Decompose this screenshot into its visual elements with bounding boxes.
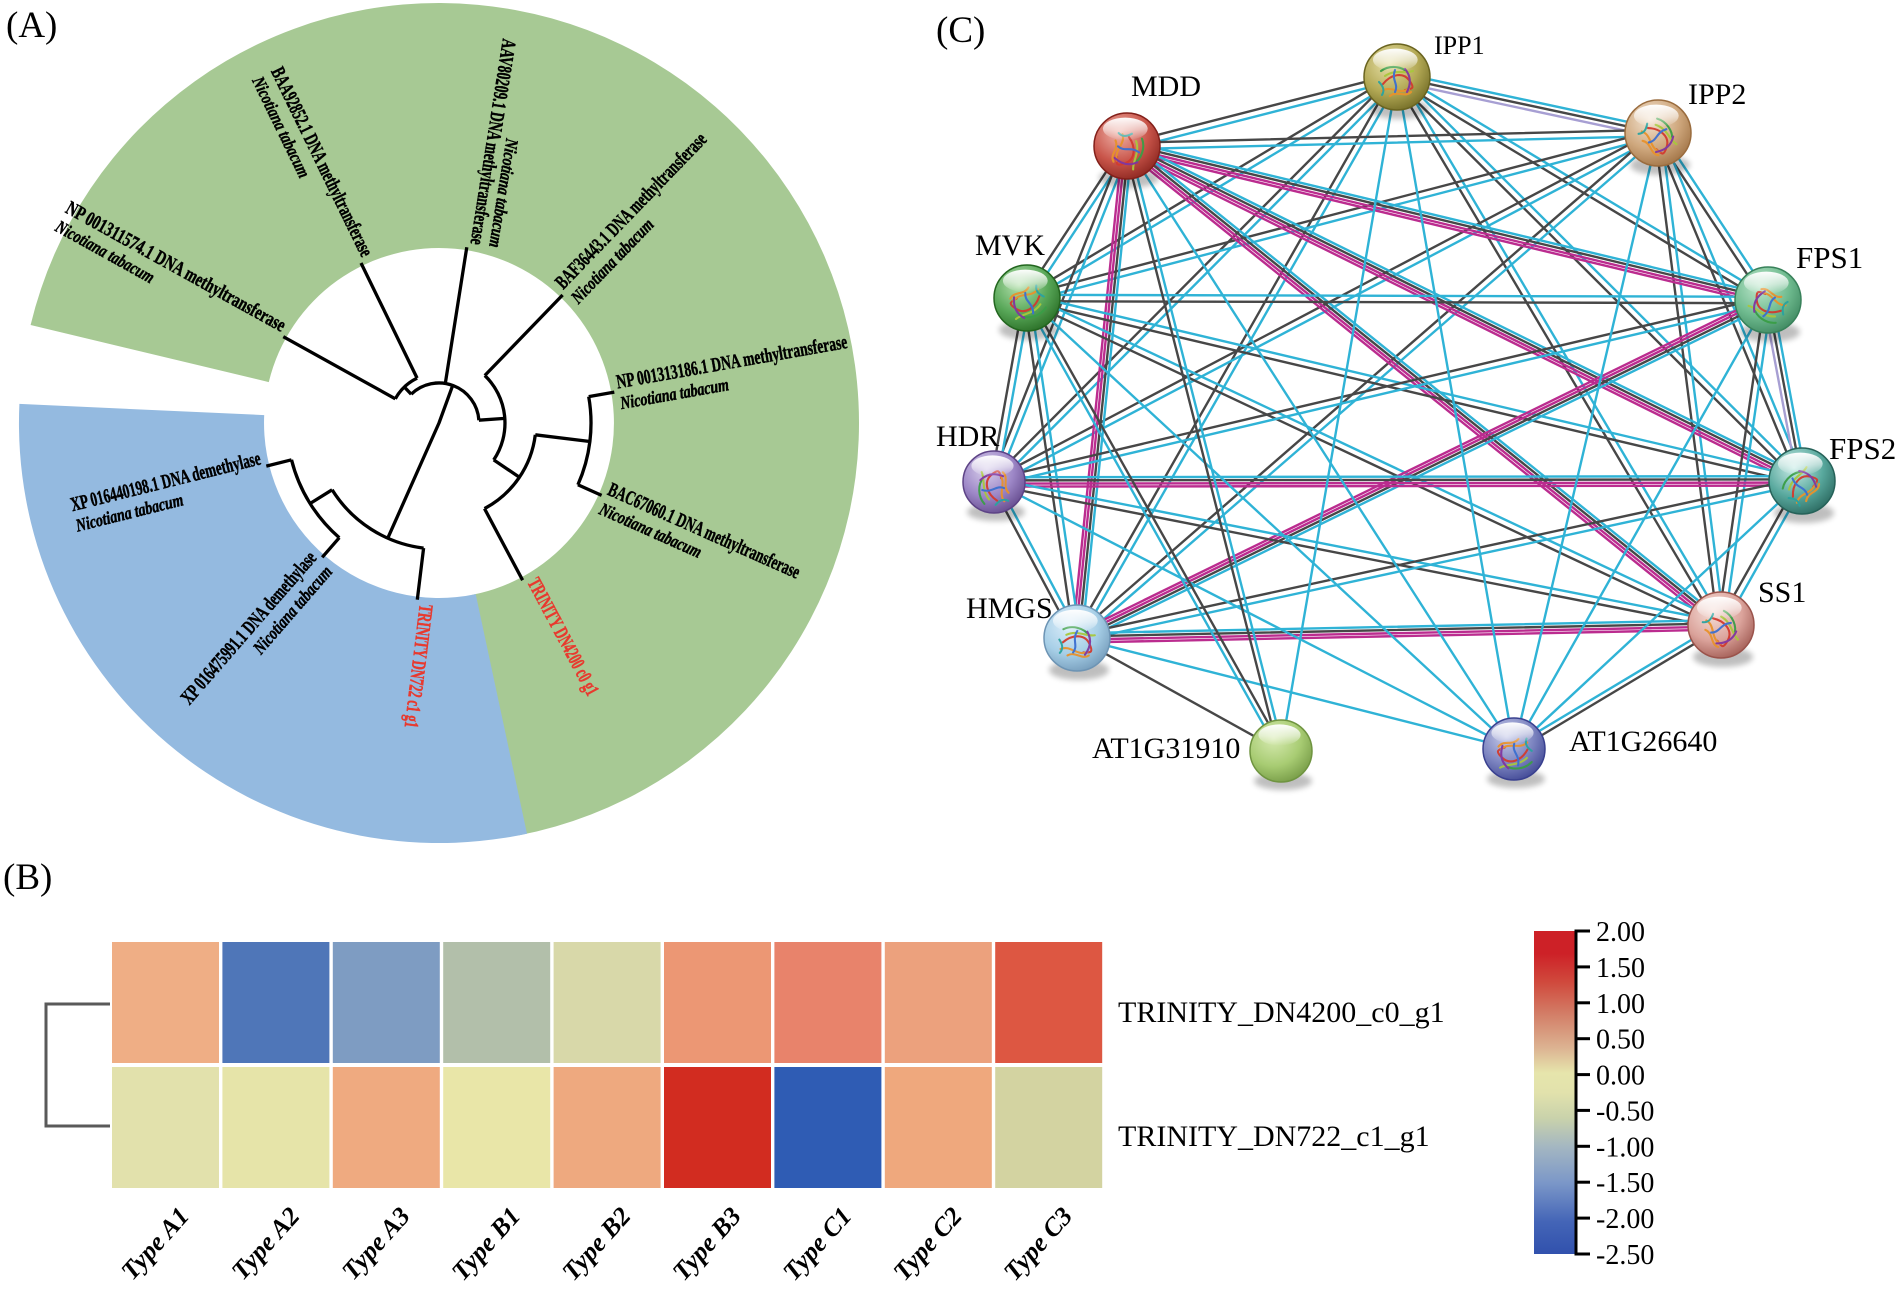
svg-text:AT1G31910: AT1G31910: [1092, 732, 1240, 765]
svg-text:-0.50: -0.50: [1596, 1096, 1654, 1127]
svg-text:IPP1: IPP1: [1434, 31, 1485, 60]
svg-text:TRINITY_DN4200_c0_g1: TRINITY_DN4200_c0_g1: [1118, 996, 1445, 1029]
svg-text:-1.00: -1.00: [1596, 1132, 1654, 1163]
svg-text:0.00: 0.00: [1596, 1061, 1645, 1092]
svg-text:-2.50: -2.50: [1596, 1240, 1654, 1271]
svg-text:MDD: MDD: [1131, 70, 1201, 103]
svg-text:-2.00: -2.00: [1596, 1204, 1654, 1235]
svg-text:IPP2: IPP2: [1688, 78, 1746, 111]
svg-text:(A): (A): [6, 5, 57, 46]
svg-text:0.50: 0.50: [1596, 1025, 1645, 1056]
svg-text:1.50: 1.50: [1596, 953, 1645, 984]
svg-text:2.00: 2.00: [1596, 917, 1645, 948]
svg-text:HMGS: HMGS: [966, 592, 1053, 625]
svg-text:(C): (C): [936, 10, 985, 51]
svg-text:MVK: MVK: [975, 229, 1045, 262]
svg-text:HDR: HDR: [936, 420, 999, 453]
svg-text:TRINITY_DN722_c1_g1: TRINITY_DN722_c1_g1: [1118, 1120, 1430, 1153]
svg-text:SS1: SS1: [1758, 576, 1806, 609]
svg-text:-1.50: -1.50: [1596, 1168, 1654, 1199]
svg-text:(B): (B): [3, 857, 52, 898]
svg-text:FPS2: FPS2: [1829, 431, 1896, 466]
svg-text:1.00: 1.00: [1596, 989, 1645, 1020]
svg-text:FPS1: FPS1: [1796, 240, 1863, 275]
svg-text:AT1G26640: AT1G26640: [1569, 725, 1717, 758]
